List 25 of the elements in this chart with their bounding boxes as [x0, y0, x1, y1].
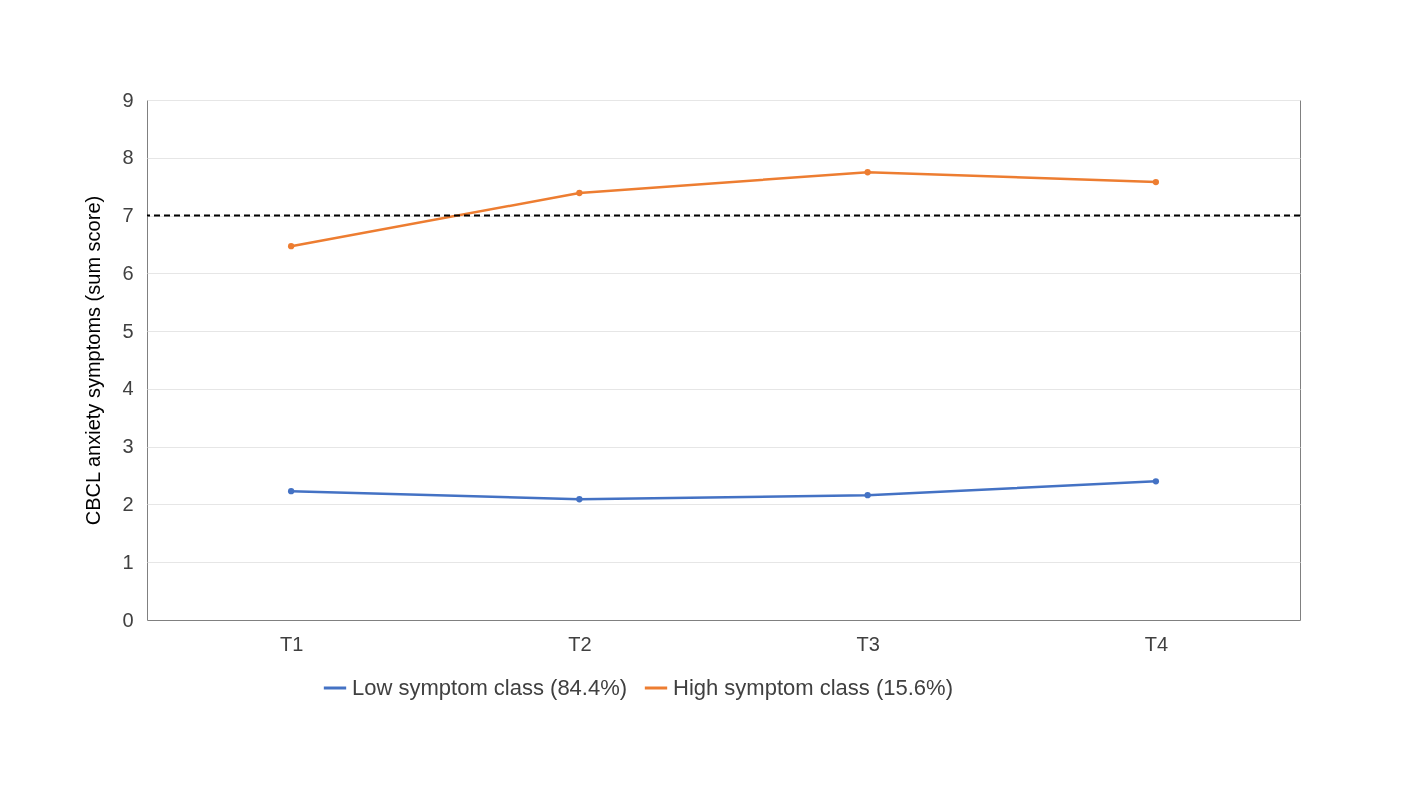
- x-tick-label: T3: [856, 632, 880, 655]
- y-tick-label: 8: [122, 146, 134, 169]
- x-tick-label: T1: [279, 632, 304, 655]
- point: [576, 496, 583, 503]
- y-tick-label: 1: [122, 550, 134, 573]
- y-tick-label: 2: [122, 492, 134, 515]
- x-tick-label: T4: [1144, 632, 1169, 655]
- point: [1152, 178, 1160, 186]
- point: [576, 189, 583, 197]
- y-tick-label: 6: [122, 261, 134, 284]
- y-axis-title: CBCL anxiety symptoms (sum score): [82, 195, 105, 526]
- y-tick-label: 4: [122, 377, 134, 400]
- y-tick-label: 9: [122, 88, 134, 111]
- point: [287, 488, 295, 495]
- y-tick-label: 3: [122, 435, 134, 458]
- legend-label: High symptom class (15.6%): [673, 675, 953, 700]
- point: [864, 169, 871, 176]
- y-tick-label: 0: [122, 608, 134, 631]
- legend-label: Low symptom class (84.4%): [352, 675, 628, 700]
- point: [1152, 478, 1160, 485]
- y-tick-label: 5: [122, 319, 134, 342]
- y-tick-label: 7: [122, 204, 134, 227]
- point: [287, 243, 295, 250]
- x-tick-label: T2: [568, 632, 592, 655]
- point: [864, 492, 871, 499]
